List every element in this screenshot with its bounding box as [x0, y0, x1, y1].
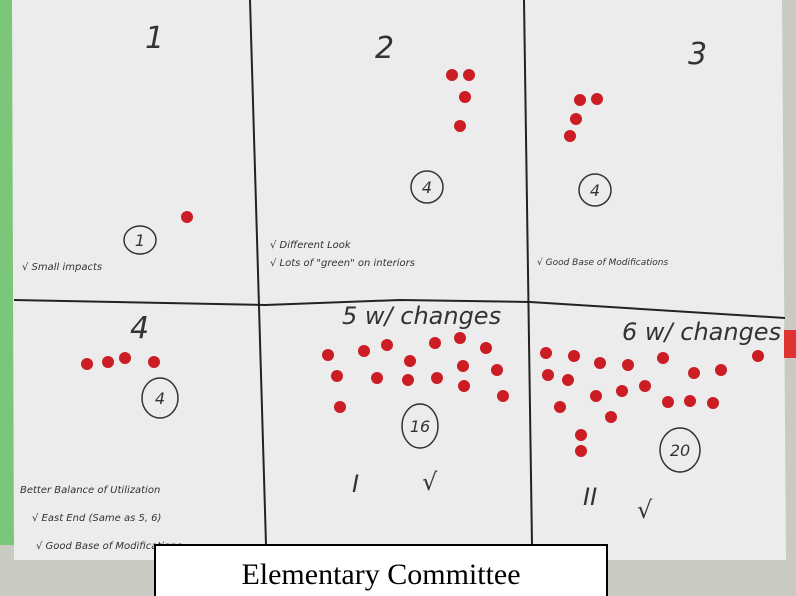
dot	[458, 380, 470, 392]
mark: √	[422, 468, 438, 496]
dot	[119, 352, 131, 364]
dot	[371, 372, 383, 384]
dot	[554, 401, 566, 413]
dot	[148, 356, 160, 368]
dot	[657, 352, 669, 364]
vote-count: 4	[155, 389, 165, 408]
dot	[181, 211, 193, 223]
count-circle	[141, 377, 179, 419]
dot	[752, 350, 764, 362]
vote-count: 4	[422, 178, 432, 197]
vote-count: 1	[135, 231, 145, 250]
dot	[463, 69, 475, 81]
dot	[542, 369, 554, 381]
dot	[570, 113, 582, 125]
dot	[594, 357, 606, 369]
dot	[331, 370, 343, 382]
dot	[616, 385, 628, 397]
note: √ Different Look	[270, 240, 352, 251]
dot	[639, 380, 651, 392]
dot	[480, 342, 492, 354]
divider	[249, 0, 267, 546]
handwriting: 1 1 √ Small impacts 2 4 √ Different Look √ Lot…	[20, 21, 781, 552]
panel-number: 5 w/ changes	[342, 302, 501, 330]
dot	[605, 411, 617, 423]
dot	[564, 130, 576, 142]
vote-count: 20	[670, 441, 690, 460]
dot	[431, 372, 443, 384]
vote-count: 16	[410, 417, 430, 436]
dot	[568, 350, 580, 362]
green-strip	[0, 0, 14, 545]
mark: II	[583, 483, 597, 511]
note: √ Small impacts	[22, 262, 102, 273]
panel-number: 4	[130, 311, 149, 346]
dot	[590, 390, 602, 402]
dot	[574, 94, 586, 106]
dot	[81, 358, 93, 370]
panel-number: 2	[375, 31, 394, 66]
panel-number: 3	[688, 37, 707, 72]
dot	[575, 445, 587, 457]
dot	[457, 360, 469, 372]
vote-count: 4	[590, 181, 600, 200]
note: √ Good Base of Modifications	[537, 257, 668, 268]
caption: Elementary Committee	[241, 558, 520, 591]
mark: I	[352, 470, 359, 498]
panel-number: 6 w/ changes	[622, 318, 781, 346]
note: Better Balance of Utilization	[20, 485, 160, 496]
divider	[523, 0, 533, 546]
dot	[381, 339, 393, 351]
dot	[102, 356, 114, 368]
count-circle	[401, 403, 439, 449]
dot	[688, 367, 700, 379]
dot	[662, 396, 674, 408]
count-circle	[659, 427, 701, 473]
dot	[402, 374, 414, 386]
note: √ East End (Same as 5, 6)	[32, 513, 161, 524]
dot	[446, 69, 458, 81]
note: √ Good Base of Modifications	[36, 541, 182, 552]
count-circle	[410, 170, 444, 204]
mark: √	[637, 496, 653, 524]
dot	[322, 349, 334, 361]
dot	[358, 345, 370, 357]
poster	[12, 0, 786, 560]
dot	[575, 429, 587, 441]
dot	[622, 359, 634, 371]
dot	[497, 390, 509, 402]
dot	[459, 91, 471, 103]
dot	[684, 395, 696, 407]
red-edge	[784, 330, 796, 358]
note: √ Lots of "green" on interiors	[270, 258, 415, 269]
grid-lines	[13, 0, 786, 546]
dot	[491, 364, 503, 376]
panel-number: 1	[145, 21, 164, 56]
dot	[540, 347, 552, 359]
dot	[404, 355, 416, 367]
caption-box	[154, 544, 608, 596]
dot	[707, 397, 719, 409]
dot	[715, 364, 727, 376]
dot	[429, 337, 441, 349]
dots	[81, 69, 764, 457]
dot	[454, 332, 466, 344]
count-circle	[578, 173, 612, 207]
count-circle	[123, 225, 157, 255]
dot	[591, 93, 603, 105]
divider	[13, 298, 786, 319]
dot	[334, 401, 346, 413]
dot	[454, 120, 466, 132]
dot	[562, 374, 574, 386]
